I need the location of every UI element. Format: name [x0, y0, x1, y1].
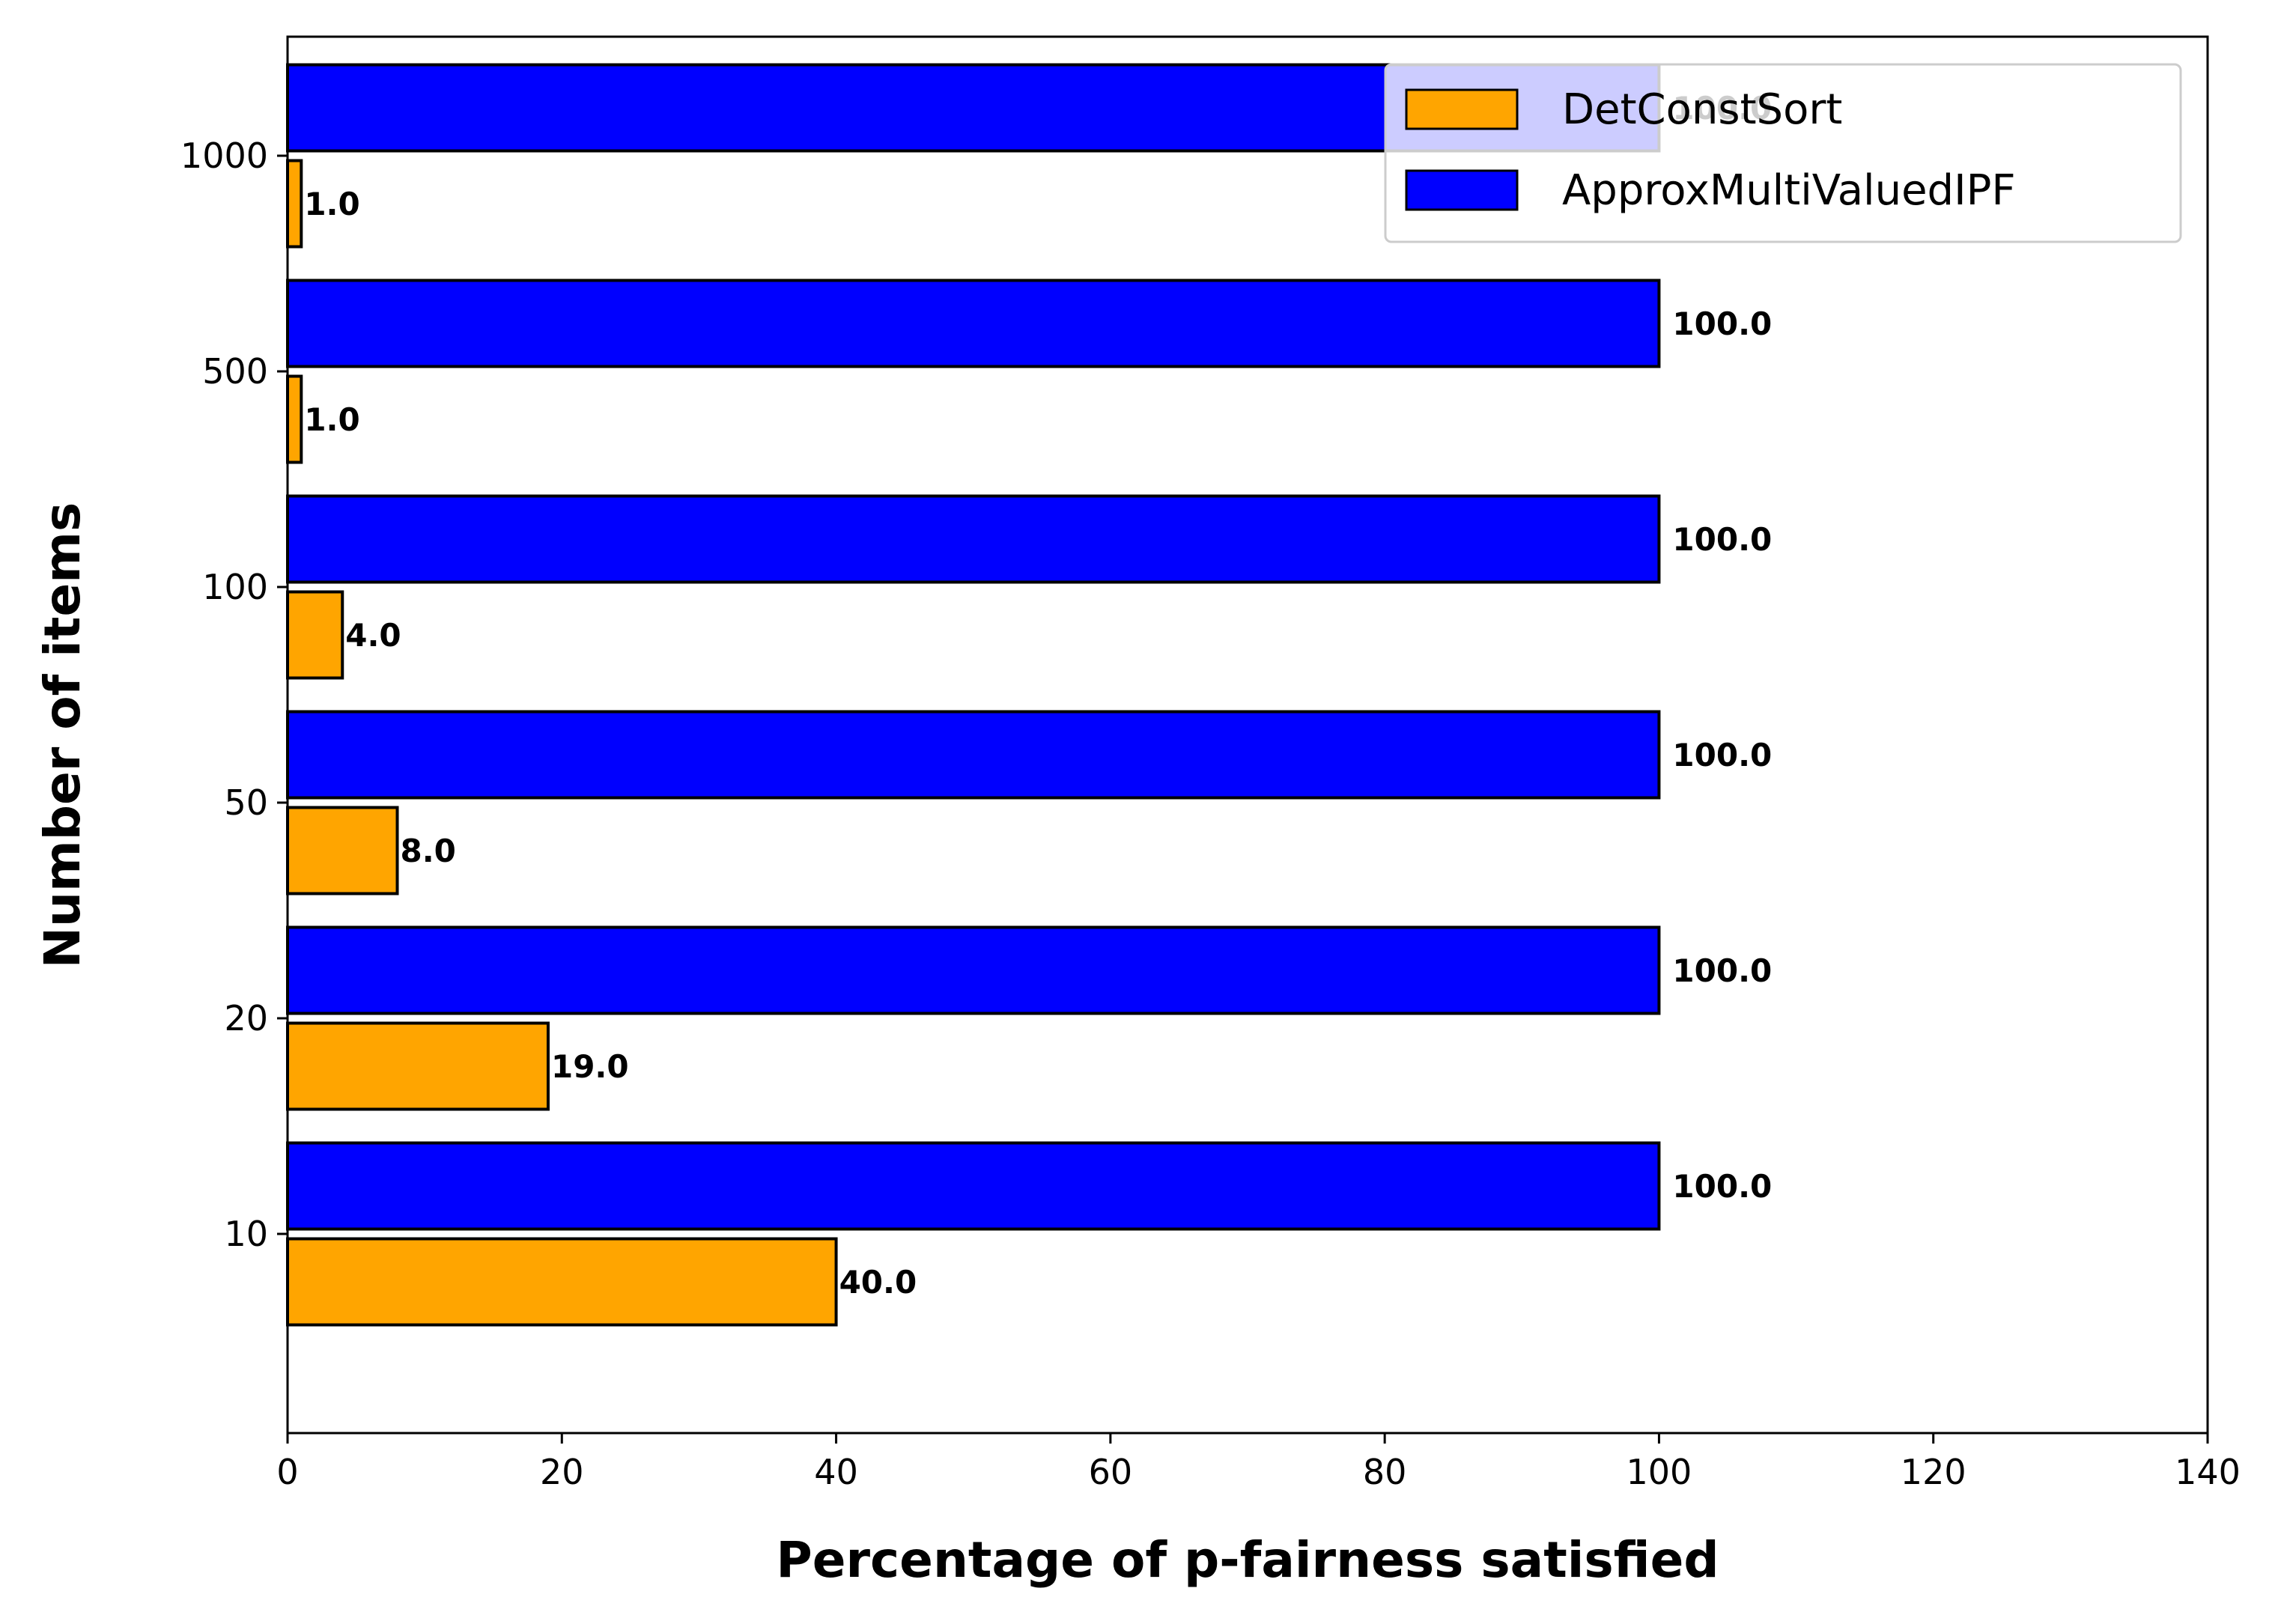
- x-tick-label-80: 80: [1363, 1452, 1407, 1492]
- legend-label-detconstsort: DetConstSort: [1562, 85, 1842, 134]
- bar-value-label-detconstsort-20: 19.0: [551, 1048, 629, 1085]
- x-axis-title: Percentage of p-fairness satisfied: [776, 1531, 1719, 1589]
- y-axis-ticks: 10 20 50 100 500 1000: [180, 136, 288, 1254]
- x-tick-label-20: 20: [540, 1452, 584, 1492]
- y-tick-label-50: 50: [224, 782, 268, 823]
- x-tick-label-120: 120: [1901, 1452, 1966, 1492]
- bar-detconstsort-100: [286, 590, 344, 680]
- bar-detconstsort-500: [286, 374, 303, 464]
- y-axis-title: Number of items: [34, 502, 91, 969]
- bar-value-label-approxmultivaluedipf-500: 100.0: [1672, 305, 1772, 342]
- bar-value-label-detconstsort-100: 4.0: [345, 617, 401, 654]
- legend-label-approxmultivaluedipf: ApproxMultiValuedIPF: [1562, 166, 2016, 215]
- legend-box: [1384, 63, 2182, 243]
- bar-value-label-approxmultivaluedipf-20: 100.0: [1672, 952, 1772, 989]
- bar-detconstsort-1000: [286, 159, 303, 249]
- bar-detconstsort-50: [286, 806, 399, 895]
- legend: DetConstSort ApproxMultiValuedIPF: [1384, 63, 2182, 243]
- bar-detconstsort-20: [286, 1021, 550, 1111]
- x-tick-label-140: 140: [2175, 1452, 2241, 1492]
- bar-value-label-approxmultivaluedipf-10: 100.0: [1672, 1168, 1772, 1205]
- x-tick-label-60: 60: [1089, 1452, 1133, 1492]
- legend-swatch-approxmultivaluedipf: [1405, 169, 1519, 211]
- x-tick-label-100: 100: [1627, 1452, 1692, 1492]
- bar-value-label-detconstsort-1000: 1.0: [304, 186, 359, 222]
- plot-frame: [286, 35, 2209, 1435]
- bar-value-label-detconstsort-50: 8.0: [401, 833, 456, 869]
- bar-approxmultivaluedipf-100: [286, 494, 1661, 584]
- x-tick-label-0: 0: [276, 1452, 298, 1492]
- bar-value-label-detconstsort-10: 40.0: [839, 1264, 917, 1301]
- bar-value-label-approxmultivaluedipf-100: 100.0: [1672, 521, 1772, 558]
- bar-detconstsort-10: [286, 1237, 838, 1327]
- bar-approxmultivaluedipf-10: [286, 1141, 1661, 1231]
- y-tick-label-10: 10: [224, 1214, 268, 1254]
- bar-approxmultivaluedipf-500: [286, 279, 1661, 368]
- y-tick-label-20: 20: [224, 998, 268, 1038]
- bar-value-label-approxmultivaluedipf-50: 100.0: [1672, 737, 1772, 773]
- legend-swatch-detconstsort: [1405, 88, 1519, 130]
- bar-value-label-detconstsort-500: 1.0: [304, 401, 359, 438]
- x-axis-ticks: 0 20 40 60 80 100 120 140: [276, 1433, 2241, 1492]
- bar-approxmultivaluedipf-50: [286, 710, 1661, 800]
- y-tick-label-1000: 1000: [180, 136, 268, 176]
- bar-approxmultivaluedipf-20: [286, 925, 1661, 1015]
- x-tick-label-40: 40: [814, 1452, 858, 1492]
- y-tick-label-500: 500: [202, 351, 268, 392]
- y-tick-label-100: 100: [202, 567, 268, 607]
